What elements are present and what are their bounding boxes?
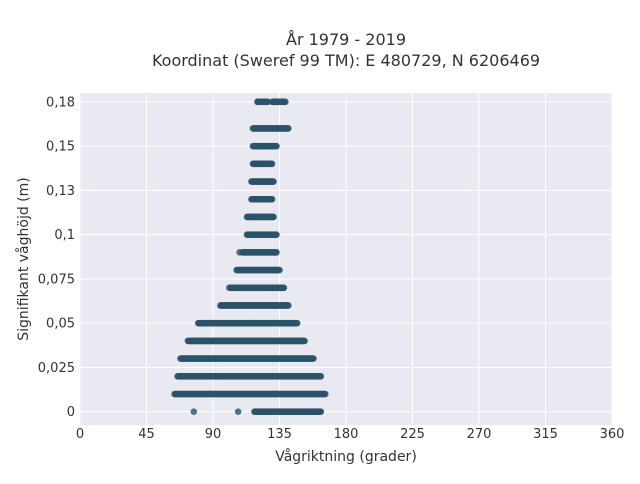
data-point xyxy=(273,231,280,238)
x-tick-label: 225 xyxy=(400,427,425,442)
data-point xyxy=(280,284,288,292)
x-axis-label: Vågriktning (grader) xyxy=(275,448,417,465)
data-point xyxy=(282,98,289,106)
data-point xyxy=(285,302,292,309)
data-point xyxy=(317,373,325,380)
x-tick-label: 360 xyxy=(600,427,625,442)
x-axis-ticks: 0 45 90 135 180 225 270 315 360 xyxy=(76,427,625,442)
y-tick-label: 0,1 xyxy=(54,228,75,243)
data-point xyxy=(268,160,276,168)
data-point xyxy=(273,249,280,256)
data-point xyxy=(273,142,280,150)
data-points xyxy=(171,98,329,416)
x-tick-label: 0 xyxy=(76,427,84,442)
y-tick-label: 0,15 xyxy=(46,140,75,155)
y-tick-label: 0,18 xyxy=(46,95,75,110)
data-point xyxy=(270,213,277,221)
data-point-outlier xyxy=(234,408,242,416)
y-tick-label: 0,13 xyxy=(46,184,75,199)
data-point xyxy=(310,355,317,362)
y-axis-label: Signifikant våghöjd (m) xyxy=(15,177,32,340)
data-point xyxy=(270,178,277,185)
x-tick-label: 90 xyxy=(205,427,222,442)
data-point-outlier xyxy=(225,284,233,292)
data-point-outlier xyxy=(236,249,243,256)
y-axis-ticks: 0 0,025 0,05 0,075 0,1 0,13 0,15 0,18 xyxy=(38,95,75,420)
data-point xyxy=(276,266,283,274)
x-tick-label: 135 xyxy=(267,427,292,442)
chart-title-line2: Koordinat (Sweref 99 TM): E 480729, N 62… xyxy=(152,51,540,70)
y-tick-label: 0,025 xyxy=(38,361,75,376)
y-tick-label: 0 xyxy=(67,405,75,420)
x-tick-label: 270 xyxy=(467,427,492,442)
data-point xyxy=(293,319,301,327)
data-point xyxy=(268,195,276,203)
y-tick-label: 0,05 xyxy=(46,317,75,332)
x-tick-label: 180 xyxy=(334,427,359,442)
data-point xyxy=(322,390,329,398)
y-tick-label: 0,075 xyxy=(38,272,75,287)
x-tick-label: 45 xyxy=(138,427,155,442)
data-point xyxy=(285,125,292,132)
data-point xyxy=(301,337,308,345)
grid-lines xyxy=(79,93,613,425)
data-point-outlier xyxy=(208,319,215,327)
data-point-outlier xyxy=(313,408,320,416)
data-point-outlier xyxy=(190,408,198,416)
chart-title-line1: År 1979 - 2019 xyxy=(286,30,406,49)
x-tick-label: 315 xyxy=(533,427,558,442)
